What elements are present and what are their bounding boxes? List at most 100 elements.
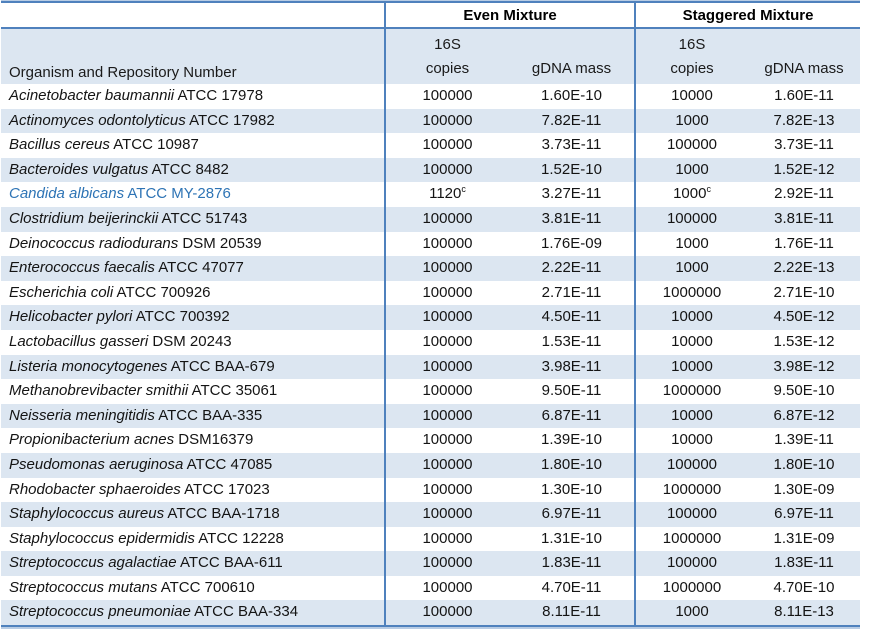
staggered-copies-value: 10000 [671, 87, 713, 104]
even-copies-value: 100000 [422, 283, 473, 301]
staggered-copies-value: 1000 [675, 234, 709, 252]
organism-name: Lactobacillus gasseri [9, 332, 149, 350]
even-copies-value: 100000 [422, 234, 473, 252]
organism-cell: Streptococcus pneumoniae ATCC BAA-334 [1, 600, 385, 626]
even-copies-value: 100000 [422, 431, 473, 449]
even-16s-copies-cell: 1120c [384, 182, 509, 207]
staggered-copies-value: 1000000 [662, 529, 722, 547]
table-row: Escherichia coli ATCC 700926 100000 2.71… [1, 280, 860, 306]
staggered-gdna-mass-cell: 9.50E-10 [773, 382, 835, 400]
staggered-gdna-mass-header: gDNA mass [748, 28, 860, 84]
even-copies-value: 100000 [422, 209, 473, 227]
organism-name: Helicobacter pylori [9, 308, 133, 326]
table-row: Bacteroides vulgatus ATCC 8482 100000 1.… [1, 157, 860, 183]
staggered-copies-value: 100000 [666, 455, 718, 473]
table-row: Bacillus cereus ATCC 10987 100000 3.73E-… [1, 133, 860, 158]
staggered-copies-value: 1000 [675, 111, 709, 129]
staggered-copies-value: 100000 [666, 554, 718, 572]
staggered-16s-copies-cell: 100000 [634, 452, 748, 478]
table-row: Enterococcus faecalis ATCC 47077 100000 … [1, 256, 860, 281]
even-16s-copies-cell: 100000 [384, 551, 509, 576]
staggered-copies-value: 10000 [671, 357, 713, 375]
staggered-copies-value: 10000 [671, 406, 713, 424]
table-row: Methanobrevibacter smithii ATCC 35061 10… [1, 379, 860, 404]
even-16s-copies-cell: 100000 [384, 157, 509, 183]
staggered-16s-copies-cell: 1000 [634, 157, 748, 183]
organism-name: Listeria monocytogenes [9, 357, 168, 375]
even-gdna-mass-cell: 3.98E-11 [541, 357, 602, 375]
staggered-gdna-mass-cell: 4.50E-12 [773, 308, 835, 326]
even-copies-value: 100000 [422, 554, 473, 572]
staggered-copies-value: 1000 [675, 259, 709, 277]
even-copies-value: 100000 [422, 160, 473, 178]
organism-name: Streptococcus agalactiae [9, 554, 177, 572]
staggered-16s-copies-cell: 1000000 [634, 526, 748, 552]
repository-number: ATCC 47085 [183, 455, 273, 473]
staggered-16s-copies-cell: 10000 [634, 84, 748, 109]
even-16s-label: 16S [434, 36, 461, 53]
even-16s-copies-cell: 100000 [384, 600, 509, 627]
staggered-gdna-mass-cell: 8.11E-13 [774, 603, 834, 621]
organism-column-header: Organism and Repository Number [1, 28, 385, 84]
even-copies-value: 100000 [422, 308, 473, 326]
even-gdna-mass-cell: 3.73E-11 [541, 136, 602, 154]
organism-cell: Enterococcus faecalis ATCC 47077 [1, 256, 385, 281]
repository-number: ATCC 51743 [158, 209, 248, 227]
repository-number: ATCC 35061 [188, 382, 278, 400]
staggered-16s-copies-header: 16S copies [634, 28, 748, 84]
staggered-gdna-mass-cell: 2.71E-10 [773, 283, 835, 301]
organism-name: Pseudomonas aeruginosa [9, 455, 184, 473]
even-gdna-mass-cell: 6.97E-11 [541, 505, 602, 523]
repository-number: ATCC 12228 [194, 529, 284, 547]
repository-number: ATCC 700926 [113, 283, 211, 301]
organism-cell: Staphylococcus epidermidis ATCC 12228 [1, 527, 385, 552]
even-gdna-mass-cell: 1.60E-10 [541, 87, 602, 104]
repository-number: ATCC MY-2876 [124, 185, 231, 203]
table-row: Streptococcus pneumoniae ATCC BAA-334 10… [1, 600, 860, 627]
table-row: Streptococcus agalactiae ATCC BAA-611 10… [1, 551, 860, 576]
organism-cell: Escherichia coli ATCC 700926 [1, 281, 385, 306]
staggered-gdna-mass-cell: 4.70E-10 [773, 578, 835, 596]
repository-number: DSM 20243 [148, 332, 232, 350]
table-row: Listeria monocytogenes ATCC BAA-679 1000… [1, 354, 860, 380]
organism-name: Enterococcus faecalis [9, 259, 155, 277]
repository-number: ATCC BAA-679 [167, 357, 275, 375]
even-16s-copies-cell: 100000 [384, 452, 509, 478]
organism-cell: Bacteroides vulgatus ATCC 8482 [1, 158, 385, 183]
even-gdna-mass-cell: 1.80E-10 [541, 455, 602, 473]
table-row: Lactobacillus gasseri DSM 20243 100000 1… [1, 329, 860, 355]
organism-cell: Streptococcus mutans ATCC 700610 [1, 576, 385, 601]
staggered-gdna-mass-cell: 3.81E-11 [774, 209, 834, 227]
table-row: Actinomyces odontolyticus ATCC 17982 100… [1, 108, 860, 134]
even-16s-copies-cell: 100000 [384, 256, 509, 281]
organism-cell: Helicobacter pylori ATCC 700392 [1, 305, 385, 330]
footnote-marker: c [461, 184, 466, 195]
staggered-copies-label: copies [670, 60, 714, 77]
staggered-mixture-header: Staggered Mixture [634, 2, 860, 29]
even-gdna-mass-cell: 2.22E-11 [541, 259, 602, 277]
organism-name: Escherichia coli [9, 283, 114, 301]
staggered-copies-value: 100000 [666, 505, 718, 523]
staggered-gdna-mass-cell: 3.98E-12 [773, 357, 835, 375]
staggered-copies-value: 100000 [666, 209, 718, 227]
repository-number: ATCC 8482 [148, 160, 229, 178]
even-gdna-mass-cell: 1.31E-10 [541, 529, 602, 547]
even-16s-copies-cell: 100000 [384, 502, 509, 527]
organism-name: Methanobrevibacter smithii [9, 382, 189, 400]
organism-cell: Streptococcus agalactiae ATCC BAA-611 [1, 551, 385, 576]
even-16s-copies-cell: 100000 [384, 526, 509, 552]
table-row: Pseudomonas aeruginosa ATCC 47085 100000… [1, 452, 860, 478]
even-copies-value: 1120 [429, 185, 462, 203]
organism-cell: Actinomyces odontolyticus ATCC 17982 [1, 109, 385, 134]
table-row: Acinetobacter baumannii ATCC 17978 10000… [1, 84, 860, 109]
repository-number: ATCC 17982 [185, 111, 275, 129]
organism-cell: Neisseria meningitidis ATCC BAA-335 [1, 404, 385, 429]
staggered-gdna-mass-cell: 1.53E-12 [773, 332, 835, 350]
even-gdna-mass-cell: 3.27E-11 [541, 185, 602, 203]
even-gdna-mass-cell: 1.52E-10 [541, 160, 602, 178]
even-copies-value: 100000 [422, 455, 473, 473]
repository-number: ATCC 700392 [132, 308, 230, 326]
footnote-marker: c [706, 184, 711, 195]
